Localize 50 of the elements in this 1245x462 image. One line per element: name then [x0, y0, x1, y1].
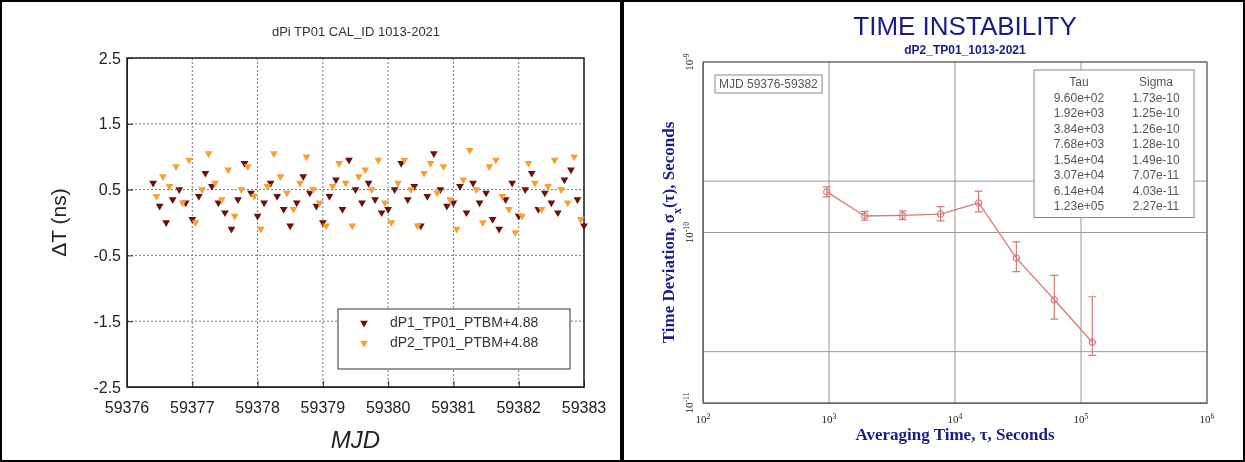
legend-label: dP2_TP01_PTBM+4.88 — [390, 334, 539, 350]
annotation: Tau — [1069, 75, 1089, 89]
x-tick-label: 59379 — [300, 399, 346, 416]
y-tick-label: -1.5 — [93, 312, 122, 330]
x-tick-label: 10$^{5}$ — [1073, 411, 1089, 425]
y-tick-label: 2.5 — [98, 49, 122, 67]
chart-title: dPi TP01 CAL_ID 1013-2021 — [271, 24, 441, 39]
x-tick-label: 10$^{3}$ — [821, 411, 837, 425]
annotation: MJD 59376-59382 — [719, 77, 819, 91]
annotation: 1.23e+05 — [1053, 199, 1105, 213]
annotation: 1.54e+04 — [1053, 152, 1105, 167]
x-tick-label: 59377 — [170, 399, 215, 416]
annotation: 4.03e-11 — [1132, 183, 1180, 198]
annotation: 2.27e-11 — [1132, 199, 1180, 213]
y-tick-label: 1.5 — [98, 115, 122, 133]
annotation: 7.68e+03 — [1053, 137, 1105, 151]
x-tick-label: 59376 — [104, 399, 150, 416]
y-tick-label: -2.5 — [93, 378, 122, 396]
point — [974, 199, 983, 207]
y-tick-label: 0.5 — [98, 181, 122, 199]
annotation: 9.60e+02 — [1053, 90, 1105, 105]
x-tick-label: 59382 — [496, 399, 542, 416]
point — [936, 210, 945, 218]
x-axis-title: MJD — [330, 426, 381, 453]
point — [1012, 254, 1021, 262]
x-tick-label: 10$^{6}$ — [1199, 411, 1215, 425]
annotation: 1.26e-10 — [1132, 121, 1181, 136]
x-tick-label: 59380 — [365, 399, 411, 416]
x-tick-label: 10$^{2}$ — [695, 411, 711, 425]
x-tick-label: 59381 — [431, 399, 476, 416]
legend-label: dP1_TP01_PTBM+4.88 — [390, 314, 539, 330]
annotation: Sigma — [1138, 75, 1174, 89]
chart-title: TIME INSTABILITY — [853, 11, 1077, 41]
x-tick-label: 10$^{4}$ — [947, 411, 963, 425]
annotation: 1.25e-10 — [1132, 106, 1181, 120]
annotation: 3.07e+04 — [1053, 168, 1105, 182]
chart-subtitle: dP2_TP01_1013-2021 — [904, 43, 1027, 57]
y-axis-title: ΔT (ns) — [47, 188, 70, 257]
annotation: 3.84e+03 — [1053, 121, 1105, 136]
x-tick-label: 59378 — [235, 399, 280, 416]
x-axis-title: Averaging Time, τ, Seconds — [855, 425, 1055, 444]
annotation: 7.07e-11 — [1132, 168, 1180, 182]
point — [1050, 296, 1058, 304]
annotation: 1.49e-10 — [1132, 152, 1181, 167]
annotation: 1.73e-10 — [1132, 90, 1181, 105]
annotation: 6.14e+04 — [1053, 183, 1105, 198]
annotation: 1.92e+03 — [1053, 106, 1105, 120]
annotation: 1.28e-10 — [1132, 137, 1181, 151]
x-tick-label: 59383 — [561, 399, 607, 416]
y-tick-label: -0.5 — [93, 247, 122, 264]
